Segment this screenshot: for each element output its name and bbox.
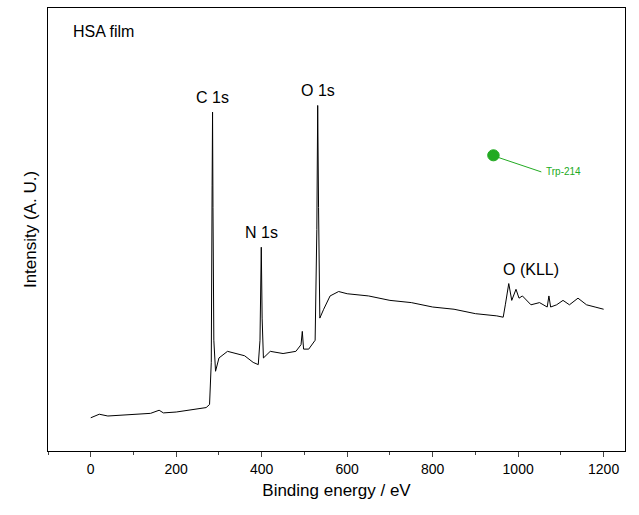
svg-text:O 1s: O 1s (301, 82, 335, 99)
svg-text:1200: 1200 (588, 461, 619, 477)
svg-text:HSA film: HSA film (73, 23, 134, 40)
svg-text:0: 0 (87, 461, 95, 477)
svg-text:800: 800 (421, 461, 445, 477)
svg-text:400: 400 (250, 461, 274, 477)
svg-text:600: 600 (336, 461, 360, 477)
svg-text:Binding energy / eV: Binding energy / eV (262, 481, 411, 500)
svg-text:1000: 1000 (503, 461, 534, 477)
svg-text:Trp-214: Trp-214 (546, 166, 581, 177)
svg-text:Intensity (A. U.): Intensity (A. U.) (21, 171, 40, 288)
svg-text:N 1s: N 1s (245, 224, 278, 241)
svg-text:O (KLL): O (KLL) (503, 261, 559, 278)
svg-text:200: 200 (165, 461, 189, 477)
svg-text:C 1s: C 1s (196, 89, 229, 106)
